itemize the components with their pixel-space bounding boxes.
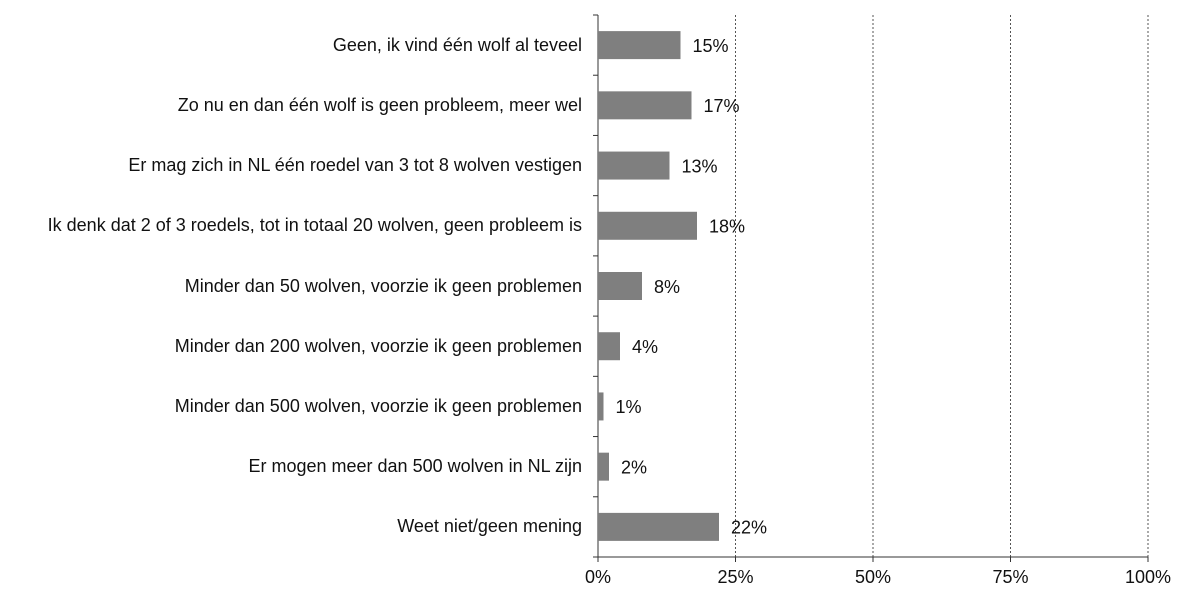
value-label: 18% [709, 217, 745, 237]
category-text: Geen, ik vind één wolf al teveel [332, 34, 582, 55]
category-label: Ik denk dat 2 of 3 roedels, tot in totaa… [0, 201, 582, 251]
value-label: 2% [621, 457, 647, 477]
category-text: Minder dan 50 wolven, voorzie ik geen pr… [184, 275, 582, 296]
x-tick-label: 25% [717, 567, 753, 587]
bar [598, 211, 697, 240]
value-label: 13% [682, 156, 718, 176]
category-label: Er mogen meer dan 500 wolven in NL zijn [0, 442, 582, 492]
category-text: Weet niet/geen mening [397, 516, 582, 537]
category-text: Er mogen meer dan 500 wolven in NL zijn [248, 456, 582, 477]
value-label: 1% [616, 397, 642, 417]
category-label: Zo nu en dan één wolf is geen probleem, … [0, 80, 582, 130]
category-label: Minder dan 200 wolven, voorzie ik geen p… [0, 321, 582, 371]
bar [598, 332, 620, 361]
category-label: Minder dan 50 wolven, voorzie ik geen pr… [0, 261, 582, 311]
value-label: 22% [731, 518, 767, 538]
value-label: 15% [693, 36, 729, 56]
x-tick-label: 0% [585, 567, 611, 587]
category-label: Geen, ik vind één wolf al teveel [0, 20, 582, 70]
bar [598, 272, 642, 300]
bar [598, 91, 692, 120]
x-tick-label: 50% [855, 567, 891, 587]
bar [598, 452, 609, 481]
category-text: Ik denk dat 2 of 3 roedels, tot in totaa… [47, 215, 582, 236]
value-label: 17% [704, 96, 740, 116]
x-tick-label: 100% [1125, 567, 1171, 587]
x-tick-label: 75% [992, 567, 1028, 587]
category-text: Minder dan 500 wolven, voorzie ik geen p… [174, 395, 582, 416]
bar [598, 31, 681, 60]
category-text: Er mag zich in NL één roedel van 3 tot 8… [128, 155, 582, 176]
bar [598, 512, 719, 541]
value-label: 4% [632, 337, 658, 357]
bar [598, 151, 670, 180]
bar [598, 392, 604, 421]
category-label: Minder dan 500 wolven, voorzie ik geen p… [0, 381, 582, 431]
value-label: 8% [654, 277, 680, 297]
category-label: Er mag zich in NL één roedel van 3 tot 8… [0, 141, 582, 191]
category-text: Minder dan 200 wolven, voorzie ik geen p… [174, 335, 582, 356]
category-text: Zo nu en dan één wolf is geen probleem, … [177, 94, 582, 115]
category-label: Weet niet/geen mening [0, 502, 582, 552]
